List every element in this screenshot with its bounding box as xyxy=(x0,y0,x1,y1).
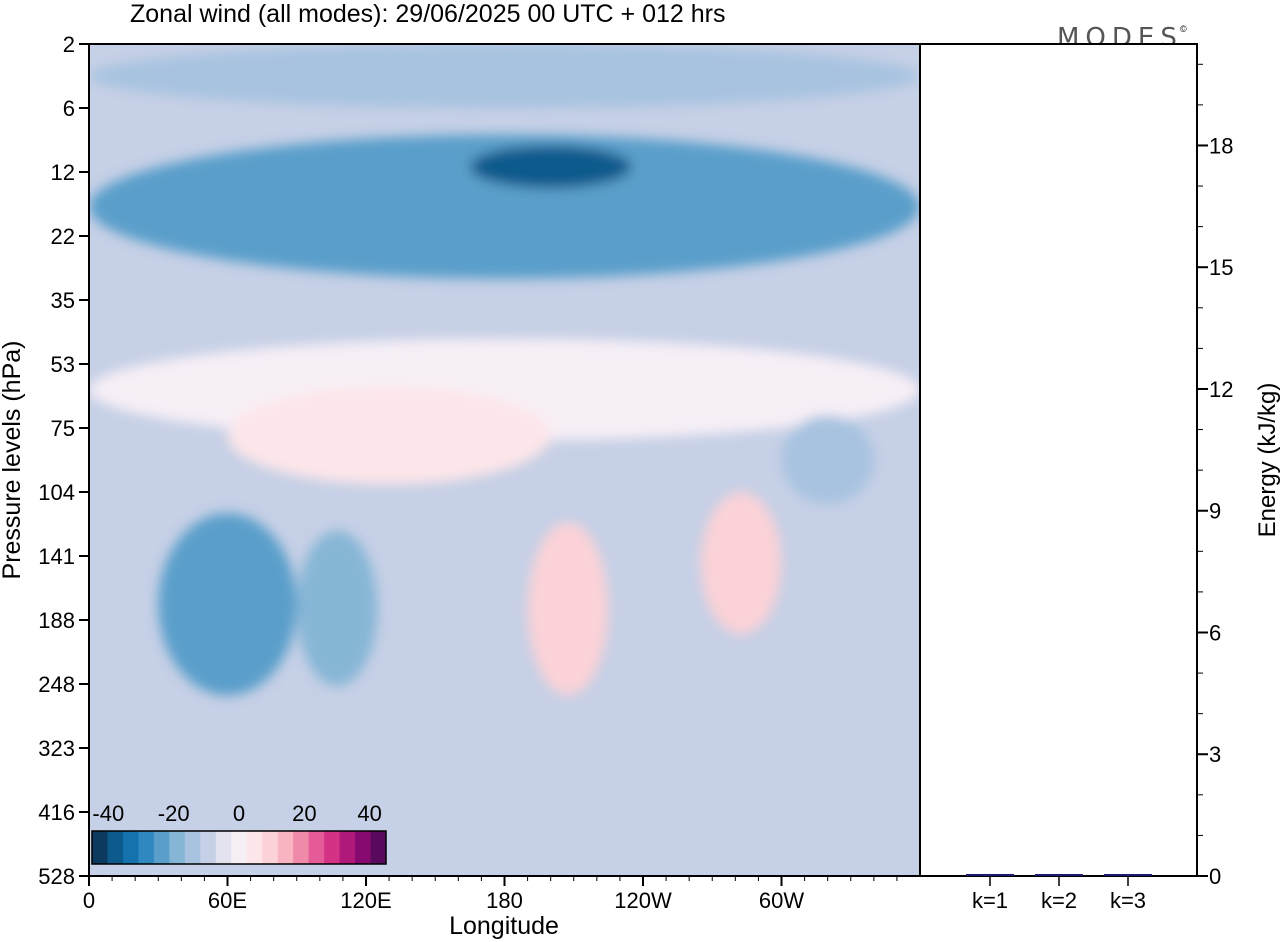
heatmap-region xyxy=(296,530,378,686)
colorbar-swatch xyxy=(277,831,294,864)
energy-bar xyxy=(1035,874,1083,876)
colorbar-swatch xyxy=(370,831,387,864)
y-tick-label: 75 xyxy=(51,416,75,441)
colorbar-swatch xyxy=(231,831,248,864)
colorbar-swatch xyxy=(200,831,217,864)
colorbar-swatch xyxy=(215,831,232,864)
colorbar-swatch xyxy=(339,831,356,864)
energy-panel-frame xyxy=(919,43,1198,877)
heatmap-region xyxy=(227,386,551,485)
energy-tick-label: 15 xyxy=(1209,255,1233,280)
y-tick-label: 2 xyxy=(63,32,75,57)
colorbar-swatch xyxy=(122,831,139,864)
energy-bar-chart: 0 3 6 9 12 15 18 k=1 k=2 k=3 xyxy=(966,63,1233,913)
x-axis-label: Longitude xyxy=(449,912,559,940)
colorbar-swatch xyxy=(246,831,263,864)
heatmap-region xyxy=(700,491,782,635)
heatmap-region xyxy=(781,415,874,504)
energy-tick-label: 3 xyxy=(1209,742,1221,767)
energy-tick-label: 18 xyxy=(1209,133,1233,158)
colorbar-swatch xyxy=(184,831,201,864)
heatmap-region xyxy=(158,513,297,696)
y-tick-label: 141 xyxy=(38,544,75,569)
colorbar-tick-label: 20 xyxy=(292,801,316,826)
heatmap-region xyxy=(89,134,920,279)
y-tick-label: 53 xyxy=(51,352,75,377)
heatmap-region xyxy=(527,522,609,696)
chart-title: Zonal wind (all modes): 29/06/2025 00 UT… xyxy=(130,0,725,28)
colorbar-frame xyxy=(91,830,387,865)
x-tick-label: 120W xyxy=(614,888,672,913)
heatmap-regions xyxy=(89,44,920,696)
y-tick-label: 323 xyxy=(38,736,75,761)
energy-tick-label: 9 xyxy=(1209,499,1221,524)
colorbar-tick-label: -20 xyxy=(158,801,190,826)
x-tick-label: 60W xyxy=(759,888,804,913)
colorbar-swatch xyxy=(107,831,124,864)
energy-tick-label: 0 xyxy=(1209,864,1221,889)
energy-bar xyxy=(966,873,1014,876)
x-tick-label: 0 xyxy=(83,888,95,913)
y-tick-label: 248 xyxy=(38,672,75,697)
heatmap-region xyxy=(89,44,920,108)
x-tick-label: 60E xyxy=(208,888,247,913)
y-tick-label: 188 xyxy=(38,608,75,633)
colorbar: -40 -20 0 20 40 xyxy=(91,801,387,865)
logo-mark: © xyxy=(1180,24,1187,34)
y-tick-label: 35 xyxy=(51,288,75,313)
energy-category-label: k=2 xyxy=(1041,888,1077,913)
colorbar-tick-label: 0 xyxy=(233,801,245,826)
energy-axis-label: Energy (kJ/kg) xyxy=(1254,383,1280,538)
colorbar-swatch xyxy=(262,831,279,864)
colorbar-swatch xyxy=(293,831,310,864)
y-tick-label: 6 xyxy=(63,96,75,121)
pressure-axis: 2 6 12 22 35 53 75 104 141 188 248 323 416 528 xyxy=(38,32,89,889)
colorbar-swatch xyxy=(92,831,108,864)
colorbar-tick-label: 40 xyxy=(357,801,381,826)
y-tick-label: 22 xyxy=(51,224,75,249)
heatmap-region xyxy=(469,145,632,189)
energy-tick-label: 6 xyxy=(1209,620,1221,645)
y-axis-label: Pressure levels (hPa) xyxy=(0,341,26,580)
x-tick-label: 120E xyxy=(340,888,391,913)
colorbar-swatch xyxy=(308,831,325,864)
y-tick-label: 104 xyxy=(38,480,75,505)
colorbar-swatch xyxy=(138,831,155,864)
energy-category-label: k=3 xyxy=(1110,888,1146,913)
colorbar-tick-label: -40 xyxy=(92,801,124,826)
colorbar-swatch xyxy=(153,831,170,864)
heatmap-plot xyxy=(89,44,920,876)
colorbar-swatch xyxy=(355,831,372,864)
energy-category-label: k=1 xyxy=(972,888,1008,913)
colorbar-swatch xyxy=(169,831,186,864)
energy-bar xyxy=(1104,874,1152,876)
longitude-axis: 0 60E 120E 180 120W 60W xyxy=(83,876,898,913)
energy-tick-label: 12 xyxy=(1209,377,1233,402)
y-tick-label: 416 xyxy=(38,800,75,825)
y-tick-label: 12 xyxy=(51,160,75,185)
colorbar-swatch xyxy=(324,831,341,864)
y-tick-label: 528 xyxy=(38,864,75,889)
x-tick-label: 180 xyxy=(486,888,523,913)
